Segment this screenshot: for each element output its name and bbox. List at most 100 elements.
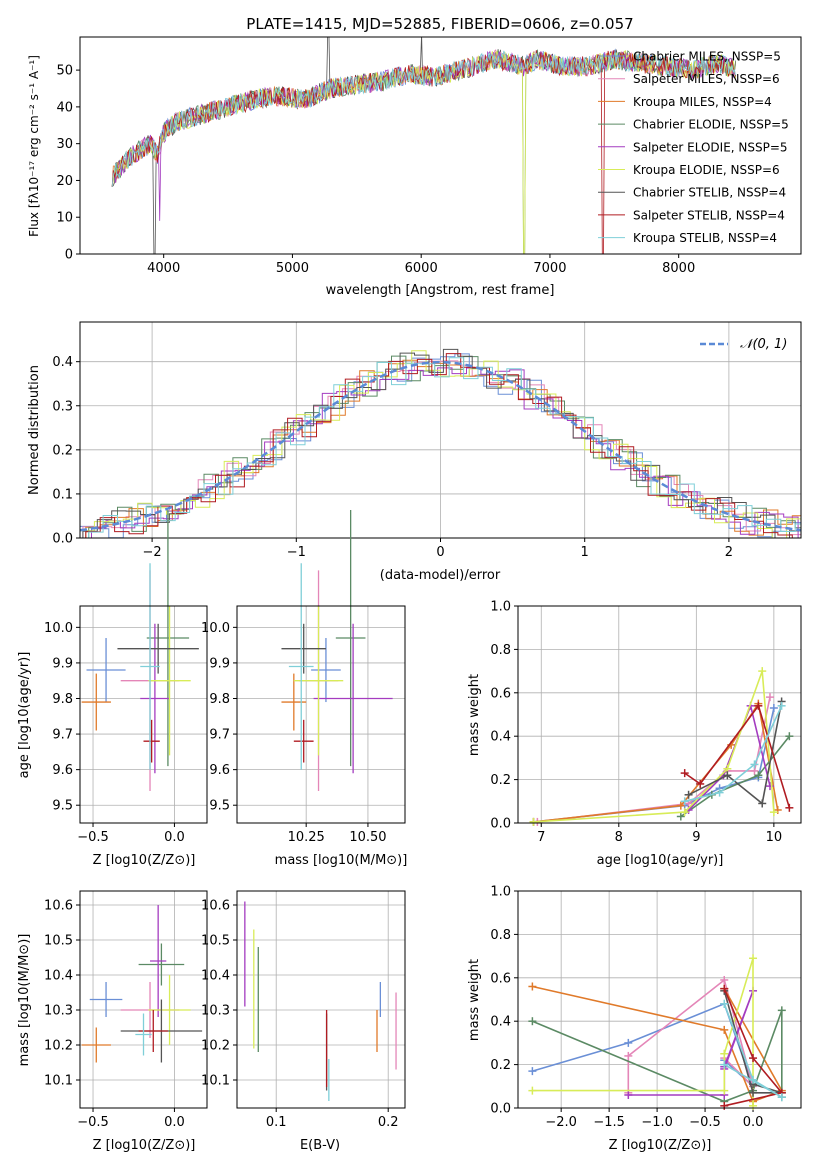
y-tick-label: 0.0 xyxy=(52,532,73,547)
x-tick-label: 6000 xyxy=(405,261,438,276)
y-tick-label: 1.0 xyxy=(490,885,511,900)
age-weight-panel: 7 8 9 10 0.0 0.2 0.4 0.6 0.8 1.0 xyxy=(490,600,802,845)
x-tick-label: 0 xyxy=(436,545,444,560)
histogram-series xyxy=(80,350,801,538)
histogram-series xyxy=(80,367,801,538)
y-tick-label: 9.9 xyxy=(52,656,73,671)
x-tick-label: −1.5 xyxy=(593,1115,625,1130)
y-tick-label: 9.9 xyxy=(209,656,230,671)
histogram-series xyxy=(80,355,801,538)
weight-series xyxy=(537,696,771,823)
y-tick-label: 0.3 xyxy=(52,399,73,414)
y-tick-label: 10.0 xyxy=(44,621,73,636)
y-tick-label: 0.2 xyxy=(490,773,511,788)
y-tick-label: 9.5 xyxy=(52,799,73,814)
z-mass-ylabel: mass [log10(M/M⊙)] xyxy=(17,934,32,1067)
y-tick-label: 0.4 xyxy=(52,355,73,370)
y-tick-label: 1.0 xyxy=(490,600,511,615)
y-tick-label: 9.6 xyxy=(209,763,230,778)
x-tick-label: 0.0 xyxy=(164,830,185,845)
y-tick-label: 0.4 xyxy=(490,1015,511,1030)
weight-series xyxy=(533,670,775,823)
y-tick-label: 0.1 xyxy=(52,487,73,502)
weight-series xyxy=(533,707,775,823)
spectrum-panel: 4000 5000 6000 7000 8000 0 10 20 30 40 50 Chabrier … xyxy=(56,36,802,276)
weight-series xyxy=(684,704,791,809)
histogram-ylabel: Normed distribution xyxy=(27,365,42,495)
x-tick-label: 9 xyxy=(692,830,700,845)
spectrum-line xyxy=(111,50,736,254)
y-tick-label: 10.3 xyxy=(44,1004,73,1019)
y-tick-label: 10.1 xyxy=(44,1074,73,1089)
y-tick-label: 9.7 xyxy=(52,728,73,743)
weight-series xyxy=(533,701,779,823)
x-tick-label: −0.5 xyxy=(77,830,109,845)
z-age-xlabel: Z [log10(Z/Z⊙)] xyxy=(93,853,196,868)
spectrum-ylabel: Flux [fλ10⁻¹⁷ erg cm⁻² s⁻¹ A⁻¹] xyxy=(27,55,41,237)
main-title: PLATE=1415, MJD=52885, FIBERID=0606, z=0… xyxy=(246,15,633,33)
spectrum-line xyxy=(111,50,736,187)
axes-frame xyxy=(79,605,208,824)
y-tick-label: 0.8 xyxy=(490,928,511,943)
weight-series xyxy=(627,978,755,1093)
x-tick-label: −1 xyxy=(287,545,306,560)
legend-label: Salpeter ELODIE, NSSP=5 xyxy=(633,140,788,154)
x-tick-label: 4000 xyxy=(147,261,180,276)
legend-label: Kroupa ELODIE, NSSP=6 xyxy=(633,163,780,177)
x-tick-label: 10 xyxy=(766,830,783,845)
y-tick-label: 10.5 xyxy=(44,934,73,949)
y-tick-label: 30 xyxy=(56,137,73,152)
z-weight-ylabel: mass weight xyxy=(467,959,482,1041)
x-tick-label: 8000 xyxy=(662,261,695,276)
z-weight-xlabel: Z [log10(Z/Z⊙)] xyxy=(609,1138,712,1153)
axes-frame xyxy=(79,890,208,1109)
axes-frame xyxy=(79,36,802,255)
y-tick-label: 10.1 xyxy=(201,1074,230,1089)
mass-age-panel: 10.25 10.50 9.5 9.6 9.7 9.8 9.9 10.0 xyxy=(201,509,406,845)
y-tick-label: 9.7 xyxy=(209,728,230,743)
x-tick-label: −0.5 xyxy=(77,1115,109,1130)
y-tick-label: 0.6 xyxy=(490,686,511,701)
axes-frame xyxy=(517,890,802,1109)
y-tick-label: 0.4 xyxy=(490,730,511,745)
y-tick-label: 9.5 xyxy=(209,799,230,814)
weight-series xyxy=(684,705,783,803)
y-tick-label: 0.6 xyxy=(490,971,511,986)
mass-age-xlabel: mass [log10(M/M⊙)] xyxy=(275,853,408,868)
y-tick-label: 20 xyxy=(56,174,73,189)
y-tick-label: 10.5 xyxy=(201,934,230,949)
y-tick-label: 0.0 xyxy=(490,1102,511,1117)
histogram-series xyxy=(80,353,801,538)
y-tick-label: 9.8 xyxy=(209,692,230,707)
normal-legend: 𝒩(0, 1) xyxy=(700,337,787,352)
x-tick-label: 5000 xyxy=(276,261,309,276)
y-tick-label: 9.8 xyxy=(52,692,73,707)
z-mass-xlabel: Z [log10(Z/Z⊙)] xyxy=(93,1138,196,1153)
legend-label: Kroupa MILES, NSSP=4 xyxy=(633,95,772,109)
y-tick-label: 10.0 xyxy=(201,621,230,636)
z-age-panel: −0.5 0.0 9.5 9.6 9.7 9.8 9.9 10.0 xyxy=(44,509,208,845)
x-tick-label: 10.50 xyxy=(349,830,386,845)
axes-frame xyxy=(79,321,802,539)
x-tick-label: 2 xyxy=(725,545,733,560)
y-tick-label: 10.3 xyxy=(201,1004,230,1019)
ebv-mass-xlabel: E(B-V) xyxy=(300,1138,340,1153)
y-tick-label: 0.2 xyxy=(52,443,73,458)
x-tick-label: −1.0 xyxy=(641,1115,673,1130)
legend-label: Chabrier ELODIE, NSSP=5 xyxy=(633,118,789,132)
histogram-xlabel: (data-model)/error xyxy=(380,568,501,583)
age-weight-xlabel: age [log10(age/yr)] xyxy=(597,853,724,868)
y-tick-label: 10.6 xyxy=(201,899,230,914)
x-tick-label: −2 xyxy=(143,545,162,560)
y-tick-label: 10.2 xyxy=(44,1039,73,1054)
z-weight-panel: −2.0 −1.5 −1.0 −0.5 0.0 0.0 0.2 0.4 0.6 0.8 1.0 xyxy=(490,885,802,1130)
histogram-panel: −2 −1 0 1 2 0.0 0.1 0.2 0.3 0.4 xyxy=(52,321,802,560)
y-tick-label: 0.0 xyxy=(490,817,511,832)
histogram-series xyxy=(80,357,801,538)
normal-legend-label: 𝒩(0, 1) xyxy=(740,337,787,352)
z-mass-panel: −0.5 0.0 10.1 10.2 10.3 10.4 10.5 10.6 xyxy=(44,890,208,1130)
legend-label: Salpeter STELIB, NSSP=4 xyxy=(633,208,785,222)
axes-frame xyxy=(236,890,406,1109)
weight-series xyxy=(723,988,784,1107)
